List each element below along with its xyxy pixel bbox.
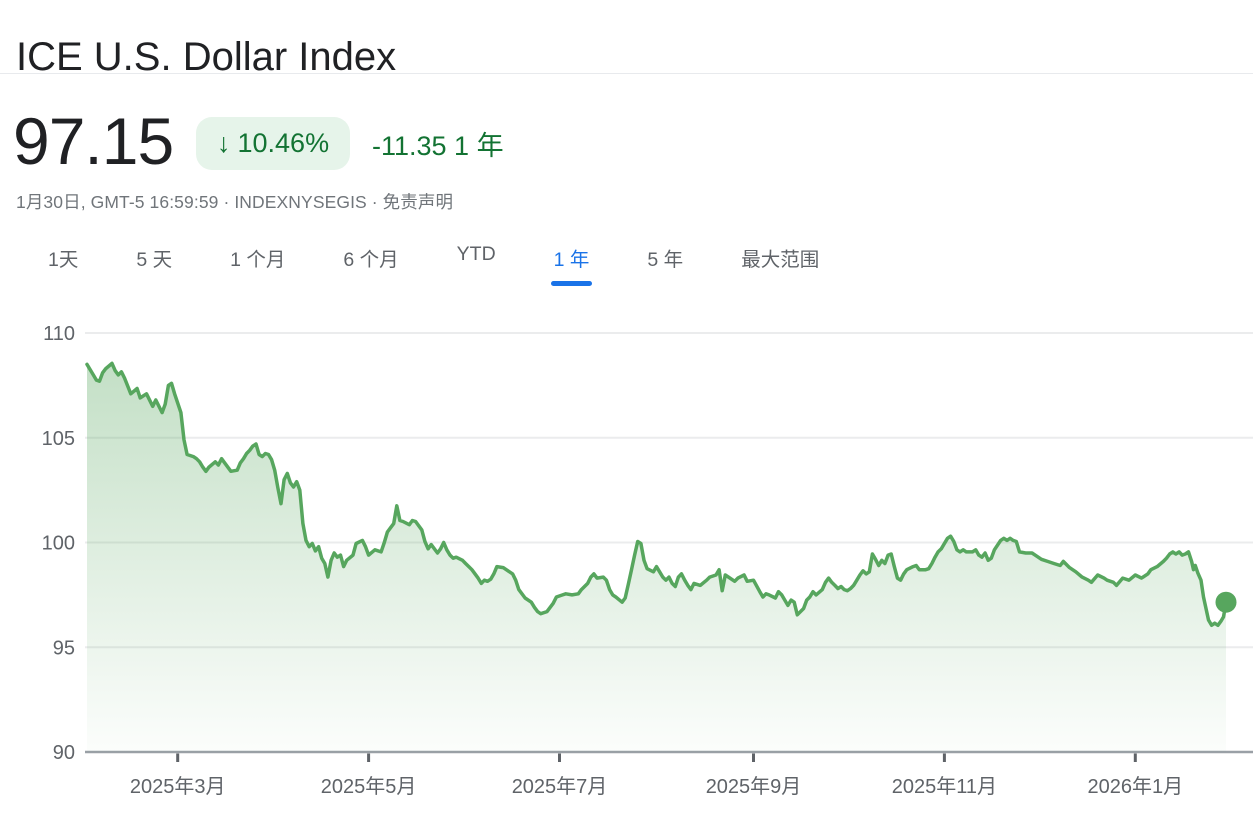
current-price: 97.15 bbox=[13, 104, 174, 178]
tab-6m[interactable]: 6 个月 bbox=[343, 243, 398, 286]
tab-1m[interactable]: 1 个月 bbox=[230, 243, 285, 286]
area-fill bbox=[87, 363, 1226, 752]
y-tick-label: 100 bbox=[42, 533, 75, 555]
page-title: ICE U.S. Dollar Index bbox=[16, 34, 397, 79]
tab-1y[interactable]: 1 年 bbox=[550, 243, 593, 286]
x-tick-label: 2026年1月 bbox=[1087, 775, 1183, 798]
x-tick-label: 2025年11月 bbox=[892, 775, 997, 798]
range-tabs: 1天 5 天 1 个月 6 个月 YTD 1 年 5 年 最大范围 bbox=[48, 243, 819, 286]
last-price-dot bbox=[1215, 591, 1237, 613]
x-tick-label: 2025年5月 bbox=[321, 775, 417, 798]
y-tick-label: 105 bbox=[42, 428, 75, 450]
x-tick-label: 2025年7月 bbox=[512, 775, 608, 798]
header-divider bbox=[0, 73, 1253, 74]
tab-ytd[interactable]: YTD bbox=[457, 243, 496, 280]
change-percent-value: 10.46% bbox=[237, 128, 330, 158]
quote-subtitle: 1月30日, GMT-5 16:59:59 · INDEXNYSEGIS · 免… bbox=[16, 189, 453, 214]
down-arrow-icon: ↓ bbox=[217, 128, 231, 158]
y-tick-label: 110 bbox=[43, 323, 75, 345]
tab-5d[interactable]: 5 天 bbox=[136, 243, 172, 286]
y-tick-label: 90 bbox=[53, 742, 75, 764]
disclaimer-link[interactable]: 免责声明 bbox=[382, 192, 454, 212]
tab-1d[interactable]: 1天 bbox=[48, 243, 78, 286]
quote-timestamp: 1月30日, GMT-5 16:59:59 · INDEXNYSEGIS · bbox=[16, 192, 383, 212]
change-absolute: -11.35 1 年 bbox=[372, 131, 504, 161]
x-tick-label: 2025年9月 bbox=[706, 775, 802, 798]
tab-max[interactable]: 最大范围 bbox=[741, 243, 819, 286]
price-line bbox=[85, 361, 1228, 628]
tab-5y[interactable]: 5 年 bbox=[647, 243, 683, 286]
change-percent-badge: ↓ 10.46% bbox=[196, 117, 351, 170]
x-tick-label: 2025年3月 bbox=[130, 775, 226, 798]
y-tick-label: 95 bbox=[53, 637, 75, 659]
